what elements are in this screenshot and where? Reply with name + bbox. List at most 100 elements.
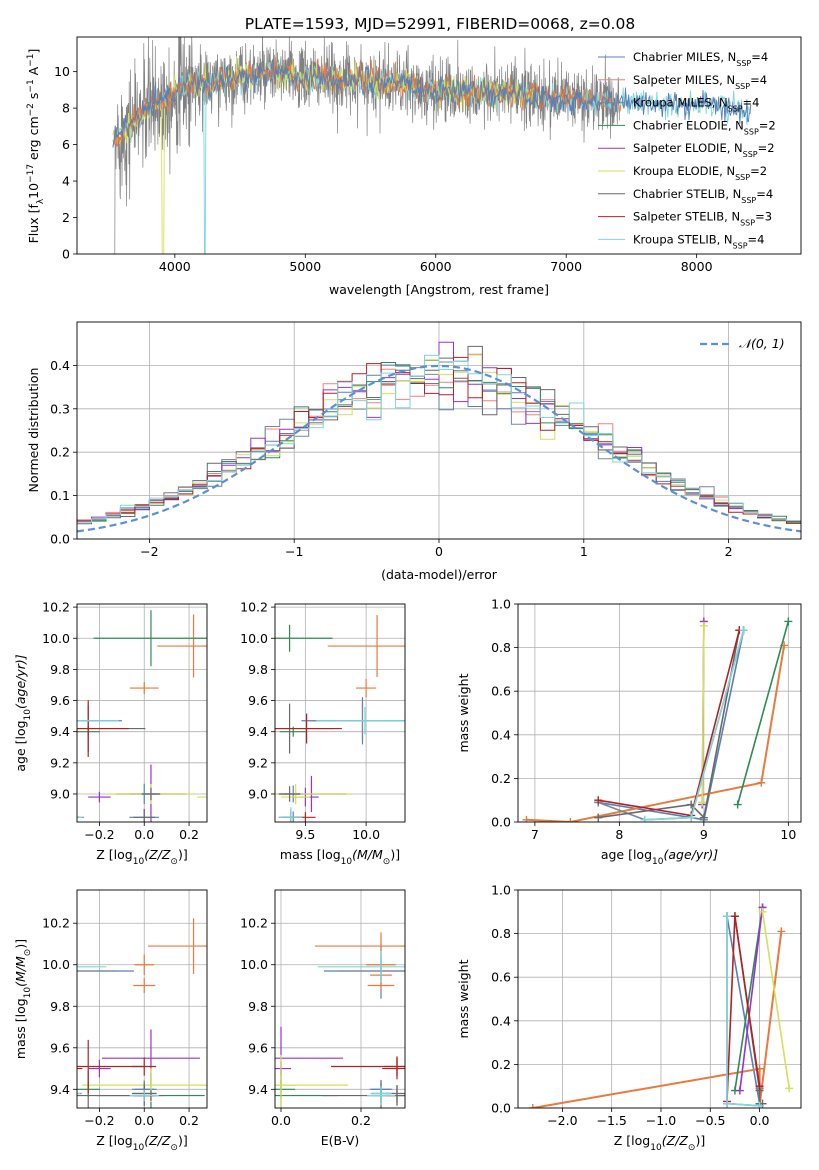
weight-marker bbox=[566, 818, 575, 822]
weight-marker bbox=[755, 1082, 764, 1091]
residual-histogram-panel: −2 −1 0 1 2 0.0 0.1 0.2 0.3 0.4 𝒩(0, 1) (data-model… bbox=[26, 321, 802, 582]
y-tick-label: 9.6 bbox=[248, 1040, 268, 1055]
x-tick-label: 6000 bbox=[420, 259, 452, 274]
axes-frame bbox=[517, 889, 802, 1109]
plot-area bbox=[77, 918, 207, 1108]
model-spectrum-line bbox=[112, 57, 752, 148]
legend-value: =4 bbox=[756, 187, 773, 201]
label-part: (Z/Z bbox=[144, 847, 171, 862]
legend-value: =4 bbox=[748, 232, 765, 246]
plot-area bbox=[275, 932, 405, 1108]
label-part: age [log bbox=[601, 847, 652, 862]
x-tick-label: −0.2 bbox=[84, 1113, 114, 1128]
label-part: wavelength [Angstrom, rest frame] bbox=[329, 282, 549, 297]
y-tick-label: 10.2 bbox=[42, 916, 70, 931]
histogram-steps bbox=[77, 364, 801, 523]
label-part: 10 bbox=[650, 1143, 662, 1153]
weight-line bbox=[734, 907, 764, 1091]
y-tick-label: 9.8 bbox=[50, 662, 70, 677]
x-tick-label: 1 bbox=[580, 544, 588, 559]
label-part: A bbox=[26, 66, 41, 79]
y-tick-label: 0.0 bbox=[491, 815, 511, 830]
y-tick-label: 0.2 bbox=[491, 771, 511, 786]
x-axis-label: wavelength [Angstrom, rest frame] bbox=[329, 282, 549, 297]
x-tick-label: 8 bbox=[615, 827, 623, 842]
weight-marker bbox=[757, 778, 766, 787]
label-part: 10 bbox=[341, 857, 353, 867]
y-tick-label: 9.2 bbox=[248, 755, 268, 770]
legend-text: Salpeter ELODIE, N bbox=[633, 141, 743, 155]
weight-marker bbox=[785, 1084, 794, 1093]
plot-area bbox=[528, 903, 794, 1108]
legend-sub: SSP bbox=[733, 241, 748, 250]
weight-marker bbox=[784, 617, 793, 626]
weight-marker bbox=[640, 815, 649, 822]
legend-entry: Kroupa ELODIE, NSSP=2 bbox=[633, 164, 767, 182]
label-part: ] bbox=[26, 49, 41, 54]
y-tick-label: 9.4 bbox=[50, 1082, 70, 1097]
legend-text: Kroupa ELODIE, N bbox=[633, 164, 735, 178]
spectrum-panel: 4000 5000 6000 7000 8000 0 2 4 6 8 10 wavelength [A… bbox=[26, 36, 802, 297]
y-tick-label: 0.8 bbox=[491, 926, 511, 941]
legend-text: Chabrier STELIB, N bbox=[633, 187, 741, 201]
x-axis-label: Z [log10(Z/Z⊙)] bbox=[96, 847, 187, 867]
y-tick-label: 9.0 bbox=[248, 786, 268, 801]
x-tick-label: 0 bbox=[435, 544, 443, 559]
weight-line bbox=[761, 911, 790, 1089]
label-part: Flux [f bbox=[26, 204, 41, 244]
legend-sub: SSP bbox=[728, 104, 743, 113]
age-vs-metallicity-panel: −0.2 0.0 0.29.09.29.49.69.810.010.2Z [log1… bbox=[13, 600, 208, 867]
x-tick-label: 0.0 bbox=[271, 1113, 291, 1128]
y-tick-label: 9.8 bbox=[248, 662, 268, 677]
y-tick-label: 10.0 bbox=[240, 631, 268, 646]
y-tick-label: 9.8 bbox=[248, 999, 268, 1014]
mass-vs-extinction-panel: 0.0 0.2 9.4 9.6 9.8 10.0 10.2 E(B-V) bbox=[240, 889, 406, 1148]
label-part: ⊙ bbox=[23, 949, 33, 957]
x-tick-label: 5000 bbox=[289, 259, 321, 274]
legend-entry: Salpeter MILES, NSSP=4 bbox=[633, 73, 767, 91]
y-axis-label: Flux [fλ10−17 erg cm−2 s−1 A−1] bbox=[26, 49, 46, 244]
x-tick-label: 10 bbox=[780, 827, 796, 842]
label-part: erg cm bbox=[26, 116, 41, 164]
plot-area bbox=[112, 37, 752, 254]
legend-sub: SSP bbox=[743, 150, 758, 159]
weight-marker bbox=[723, 912, 732, 921]
legend-text: Kroupa STELIB, N bbox=[633, 232, 733, 246]
legend-text: Salpeter STELIB, N bbox=[633, 210, 740, 224]
y-tick-label: 0.4 bbox=[491, 1013, 511, 1028]
axes-frame bbox=[274, 889, 406, 1109]
y-tick-label: 9.4 bbox=[248, 724, 268, 739]
legend-entry: 𝒩(0, 1) bbox=[739, 336, 785, 351]
x-tick-label: 0.2 bbox=[179, 827, 199, 842]
legend-sub: SSP bbox=[735, 173, 750, 182]
label-part: (M/M bbox=[13, 956, 28, 987]
label-part: (age/yr)] bbox=[663, 847, 718, 862]
y-tick-label: 0 bbox=[62, 247, 70, 262]
label-part: 10 bbox=[133, 1143, 145, 1153]
figure-title: PLATE=1593, MJD=52991, FIBERID=0068, z=0… bbox=[245, 15, 635, 33]
legend-entry: Salpeter ELODIE, NSSP=2 bbox=[633, 141, 775, 159]
label-part: mass [log bbox=[13, 998, 28, 1059]
x-tick-label: −0.2 bbox=[84, 827, 114, 842]
weight-line bbox=[598, 630, 745, 821]
normal-distribution-curve bbox=[77, 364, 801, 533]
weight-line bbox=[739, 907, 764, 1091]
axes-frame bbox=[76, 36, 802, 255]
weight-vs-metallicity-panel: −2.0 −1.5 −1.0 −0.5 0.0 0.0 0.2 0.4 0.6 0.8 1.0 Z [… bbox=[456, 883, 802, 1153]
y-tick-label: 0.0 bbox=[50, 532, 70, 547]
axes-frame bbox=[76, 603, 208, 823]
x-axis-label: mass [log10(M/M⊙)] bbox=[280, 847, 400, 867]
y-tick-label: 4 bbox=[62, 174, 70, 189]
y-axis-label: age [log10(age/yr)] bbox=[13, 654, 33, 771]
x-tick-label: 9.5 bbox=[295, 827, 315, 842]
y-axis-label: mass weight bbox=[456, 673, 471, 752]
legend-text: Kroupa MILES, N bbox=[633, 96, 728, 110]
weight-marker bbox=[758, 907, 767, 916]
x-tick-label: 0.2 bbox=[351, 1113, 371, 1128]
label-part: −17 bbox=[26, 164, 36, 183]
legend-text: Salpeter MILES, N bbox=[633, 73, 735, 87]
weight-marker bbox=[777, 927, 786, 936]
y-tick-label: 10.2 bbox=[240, 600, 268, 615]
legend-sub: SSP bbox=[744, 127, 759, 136]
weight-marker bbox=[755, 1101, 764, 1108]
